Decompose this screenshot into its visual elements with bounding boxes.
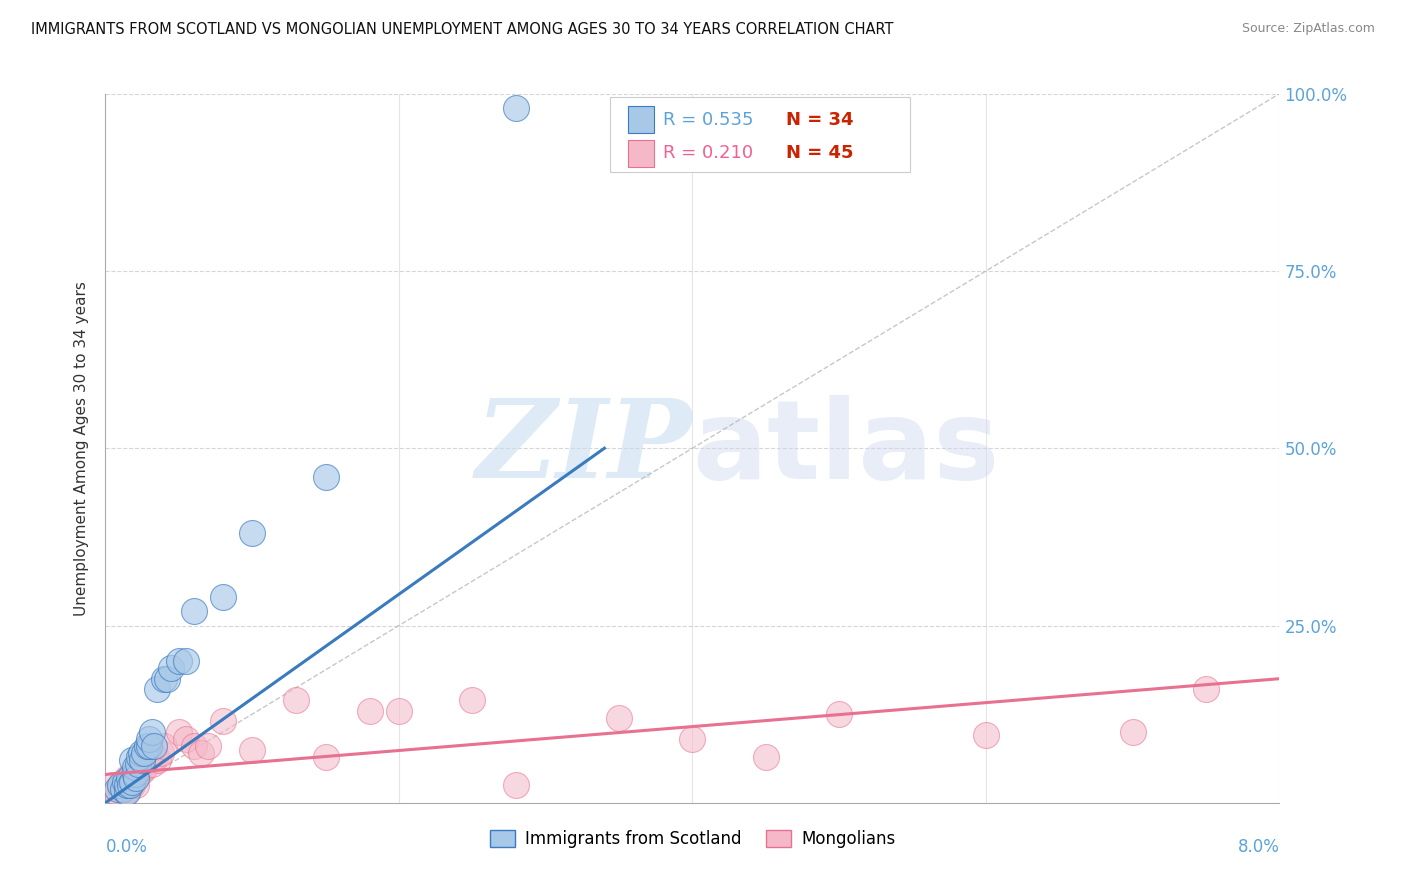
Point	[146, 682, 169, 697]
Point	[125, 778, 148, 792]
Point	[127, 767, 149, 781]
Text: N = 34: N = 34	[786, 111, 853, 128]
Point	[129, 753, 152, 767]
Point	[121, 778, 143, 792]
Point	[240, 742, 263, 756]
Text: N = 45: N = 45	[786, 145, 853, 162]
FancyBboxPatch shape	[628, 140, 654, 167]
Point	[1122, 724, 1144, 739]
Point	[131, 753, 153, 767]
Text: IMMIGRANTS FROM SCOTLAND VS MONGOLIAN UNEMPLOYMENT AMONG AGES 30 TO 34 YEARS COR: IMMIGRANTS FROM SCOTLAND VS MONGOLIAN UN…	[31, 22, 893, 37]
Point	[143, 749, 166, 764]
Point	[127, 756, 149, 771]
Point	[124, 771, 146, 785]
Point	[135, 753, 157, 767]
Point	[174, 731, 197, 746]
Point	[138, 731, 160, 746]
Point	[105, 781, 128, 796]
Point	[114, 778, 136, 792]
Legend: Immigrants from Scotland, Mongolians: Immigrants from Scotland, Mongolians	[482, 823, 903, 855]
Point	[132, 746, 155, 760]
Text: 0.0%: 0.0%	[105, 838, 148, 856]
Point	[167, 724, 190, 739]
Point	[117, 778, 139, 792]
Point	[197, 739, 219, 753]
Point	[505, 778, 527, 792]
Point	[682, 731, 704, 746]
Point	[142, 739, 165, 753]
Point	[124, 760, 146, 774]
Point	[315, 469, 337, 483]
Point	[505, 101, 527, 115]
Point	[153, 672, 176, 686]
Y-axis label: Unemployment Among Ages 30 to 34 years: Unemployment Among Ages 30 to 34 years	[75, 281, 90, 615]
Point	[121, 774, 143, 789]
Point	[461, 693, 484, 707]
Point	[388, 704, 411, 718]
Point	[285, 693, 308, 707]
Point	[160, 661, 183, 675]
Point	[115, 785, 138, 799]
Point	[129, 746, 152, 760]
Point	[174, 654, 197, 668]
Point	[1195, 682, 1218, 697]
Point	[828, 707, 851, 722]
Point	[150, 746, 173, 760]
Point	[108, 778, 131, 792]
Point	[121, 753, 143, 767]
Point	[135, 739, 157, 753]
Point	[141, 724, 163, 739]
Text: 8.0%: 8.0%	[1237, 838, 1279, 856]
Point	[117, 785, 139, 799]
Point	[211, 590, 233, 604]
Point	[138, 746, 160, 760]
Point	[121, 767, 143, 781]
Point	[183, 739, 205, 753]
Point	[138, 739, 160, 753]
Point	[105, 785, 128, 799]
Point	[167, 654, 190, 668]
Point	[153, 739, 176, 753]
Point	[118, 781, 141, 796]
Point	[156, 672, 179, 686]
Point	[131, 764, 153, 778]
Text: Source: ZipAtlas.com: Source: ZipAtlas.com	[1241, 22, 1375, 36]
FancyBboxPatch shape	[628, 106, 654, 133]
Point	[755, 749, 778, 764]
Text: atlas: atlas	[693, 395, 1000, 501]
Point	[211, 714, 233, 729]
Point	[141, 756, 163, 771]
Point	[148, 753, 170, 767]
Text: R = 0.210: R = 0.210	[664, 145, 754, 162]
Point	[125, 771, 148, 785]
Point	[128, 760, 150, 774]
Point	[120, 778, 142, 792]
Point	[114, 774, 136, 789]
Text: R = 0.535: R = 0.535	[664, 111, 754, 128]
Point	[124, 767, 146, 781]
Text: ZIP: ZIP	[475, 394, 693, 502]
Point	[101, 778, 124, 792]
Point	[112, 781, 135, 796]
Point	[240, 526, 263, 541]
Point	[190, 746, 212, 760]
Point	[607, 711, 630, 725]
Point	[359, 704, 381, 718]
Point	[117, 771, 139, 785]
Point	[112, 774, 135, 789]
Point	[108, 781, 131, 796]
Point	[120, 774, 142, 789]
Point	[128, 749, 150, 764]
Point	[183, 604, 205, 618]
Point	[134, 760, 156, 774]
FancyBboxPatch shape	[610, 97, 910, 171]
Point	[118, 771, 141, 785]
Point	[974, 728, 997, 742]
Point	[315, 749, 337, 764]
